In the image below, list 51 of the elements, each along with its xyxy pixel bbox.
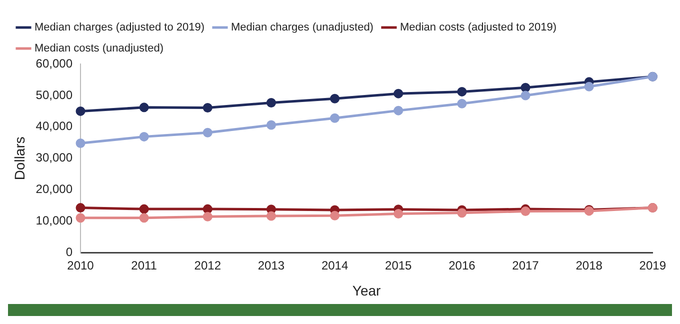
- x-tick-label: 2013: [258, 258, 285, 272]
- legend-label: Median costs (unadjusted): [34, 42, 164, 55]
- y-axis-title: Dollars: [11, 136, 28, 180]
- x-tick-label: 2012: [194, 258, 222, 272]
- x-axis-title: Year: [352, 282, 382, 298]
- legend-label: Median costs (adjusted to 2019): [400, 22, 557, 34]
- x-tick-label: 2015: [385, 258, 412, 272]
- point: [457, 208, 467, 218]
- point: [394, 88, 404, 98]
- point: [76, 213, 86, 223]
- point: [139, 102, 149, 112]
- point: [584, 82, 594, 92]
- y-tick-label: 60,000: [36, 56, 73, 70]
- point: [520, 90, 530, 100]
- point: [394, 106, 404, 116]
- x-tick-label: 2018: [576, 258, 603, 272]
- legend-label: Median charges (adjusted to 2019): [34, 22, 204, 34]
- point: [139, 213, 149, 223]
- point: [266, 120, 276, 130]
- x-tick-label: 2011: [131, 258, 158, 272]
- x-tick-label: 2017: [512, 258, 540, 272]
- point: [394, 209, 404, 219]
- x-tick-label: 2019: [639, 258, 666, 272]
- y-tick-label: 20,000: [36, 182, 73, 196]
- y-tick-label: 10,000: [36, 214, 73, 228]
- y-tick-label: 50,000: [36, 88, 73, 102]
- legend-label: Median charges (unadjusted): [230, 22, 374, 34]
- y-tick-label: 30,000: [36, 150, 73, 165]
- y-tick-label: 0: [66, 245, 73, 260]
- point: [202, 128, 212, 138]
- point: [202, 204, 212, 214]
- x-tick-label: 2014: [321, 258, 348, 272]
- point: [520, 206, 530, 216]
- point: [330, 113, 340, 123]
- point: [266, 98, 276, 108]
- point: [202, 212, 212, 222]
- point: [330, 210, 340, 220]
- point: [76, 106, 86, 116]
- x-tick-label: 2010: [67, 258, 94, 272]
- point: [76, 138, 86, 148]
- point: [139, 204, 149, 214]
- point: [266, 211, 276, 221]
- x-tick-label: 2016: [448, 258, 476, 272]
- point: [330, 94, 340, 104]
- point: [520, 82, 530, 92]
- point: [76, 203, 86, 213]
- y-tick-label: 40,000: [36, 119, 73, 134]
- point: [139, 132, 149, 142]
- point: [202, 102, 212, 112]
- point: [457, 98, 467, 108]
- point: [457, 86, 467, 96]
